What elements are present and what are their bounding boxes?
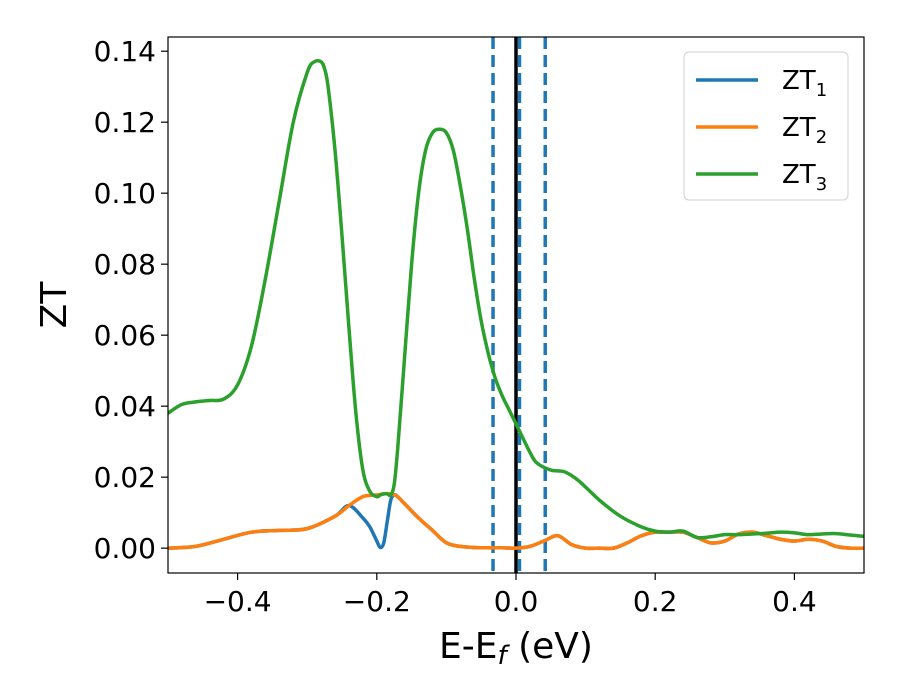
legend-label-sub: 3 [816, 174, 827, 195]
x-axis: −0.4 −0.2 0.0 0.2 0.4 [204, 573, 817, 618]
legend-label-zt1: ZT1 [782, 66, 827, 101]
x-tick-label: 0.2 [633, 585, 678, 618]
vertical-lines [491, 37, 547, 573]
x-tick-label: 0.4 [772, 585, 817, 618]
series-layer [168, 58, 864, 551]
x-tick-label: 0.0 [494, 585, 539, 618]
y-axis: 0.00 0.02 0.04 0.06 0.08 0.10 0.12 0.14 [94, 35, 168, 565]
x-tick-label: −0.2 [343, 585, 411, 618]
legend-label-main: ZT [782, 113, 816, 143]
y-tick-label: 0.00 [94, 532, 156, 565]
y-axis-title: ZT [34, 281, 75, 329]
x-axis-title-unit: (eV) [507, 626, 593, 667]
legend-label-main: ZT [782, 160, 816, 190]
legend-box [683, 51, 849, 201]
x-axis-title-main: E-E [439, 626, 497, 667]
legend-label-main: ZT [782, 66, 816, 96]
y-tick-label: 0.06 [94, 319, 156, 352]
y-tick-label: 0.04 [94, 390, 156, 423]
y-tick-label: 0.14 [94, 35, 156, 68]
y-tick-label: 0.02 [94, 461, 156, 494]
legend-label-sub: 2 [816, 127, 827, 148]
series-line-zt3 [168, 58, 864, 540]
x-tick-label: −0.4 [204, 585, 272, 618]
legend-label-sub: 1 [816, 80, 827, 101]
y-tick-label: 0.12 [94, 106, 156, 139]
y-tick-label: 0.10 [94, 177, 156, 210]
legend-label-zt3: ZT3 [782, 160, 827, 195]
legend-label-zt2: ZT2 [782, 113, 827, 148]
y-tick-label: 0.08 [94, 248, 156, 281]
x-axis-title: E-Ef (eV) [439, 626, 593, 671]
